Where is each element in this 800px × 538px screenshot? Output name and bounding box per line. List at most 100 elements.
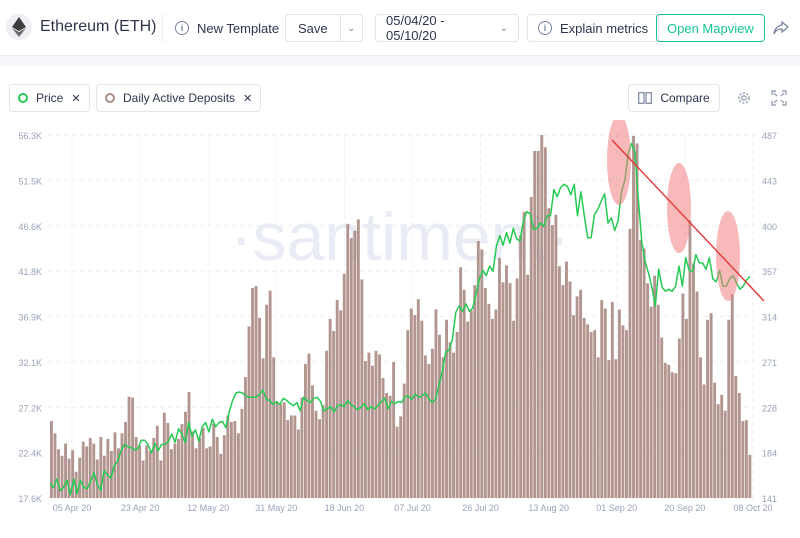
deposits-bar (459, 267, 463, 498)
y-axis-right-tick: 228 (762, 403, 777, 413)
peak-highlight (667, 163, 691, 253)
deposits-bar (236, 433, 240, 498)
deposits-bar (575, 296, 579, 498)
chevron-down-icon[interactable]: ⌄ (347, 22, 356, 34)
deposits-bar (406, 330, 410, 498)
compare-button[interactable]: Compare (628, 84, 720, 112)
deposits-bar (565, 261, 568, 498)
y-axis-right-tick: 443 (762, 176, 777, 186)
deposits-bar (378, 354, 381, 498)
metric-chip-price[interactable]: Price ✕ (9, 84, 90, 112)
x-axis-tick: 26 Jul 20 (462, 503, 499, 513)
deposits-bar (445, 319, 448, 498)
chart-area: ·santiment· 56.3K 487 51.5K 443 46.6K 400 41.8… (0, 115, 800, 533)
metric-chip-daily-active-deposits[interactable]: Daily Active Deposits ✕ (96, 84, 262, 112)
deposits-bar (117, 448, 120, 498)
asset-title: Ethereum (ETH) (40, 18, 157, 35)
deposits-bar (462, 289, 466, 498)
metric-label-deposits: Daily Active Deposits (123, 91, 236, 105)
deposits-bar (371, 365, 374, 498)
deposits-bar (282, 402, 286, 498)
deposits-bar (466, 321, 470, 498)
deposits-bar (737, 392, 741, 498)
deposits-bar (328, 318, 332, 498)
deposits-bar (677, 338, 681, 498)
deposits-bar (169, 449, 173, 498)
share-icon[interactable] (773, 14, 789, 42)
y-axis-right-tick: 314 (762, 313, 777, 323)
deposits-bar (625, 330, 628, 498)
deposits-bar (483, 287, 487, 498)
deposits-bar (205, 448, 209, 498)
gear-icon[interactable] (736, 90, 752, 111)
deposits-bar (490, 318, 494, 498)
deposits-bar (240, 408, 244, 498)
new-template-button[interactable]: i New Template (175, 14, 279, 42)
info-icon: i (175, 21, 189, 35)
date-range-picker[interactable]: 05/04/20 - 05/10/20 ⌄ (375, 13, 519, 43)
deposits-bar (57, 449, 60, 498)
deposits-bar (568, 281, 572, 498)
y-axis-left-tick: 51.5K (18, 176, 42, 186)
price-line (49, 142, 751, 496)
x-axis-tick: 13 Aug 20 (528, 503, 569, 513)
deposits-bar (720, 394, 724, 498)
deposits-bar (275, 402, 279, 498)
deposits-bar (152, 437, 156, 498)
close-icon[interactable]: ✕ (243, 92, 253, 105)
deposits-bar (124, 422, 127, 498)
deposits-bar (628, 228, 632, 499)
deposits-bar (646, 283, 650, 498)
deposits-bar (420, 320, 424, 498)
deposits-bar (392, 361, 396, 498)
open-mapview-button[interactable]: Open Mapview (656, 14, 765, 42)
deposits-bar (88, 437, 92, 498)
deposits-bar (498, 257, 501, 498)
y-axis-right-tick: 271 (762, 358, 777, 368)
ethereum-logo-icon (6, 14, 32, 40)
deposits-legend-icon (105, 93, 115, 103)
deposits-bar (208, 446, 212, 498)
deposits-bar (727, 319, 731, 498)
close-icon[interactable]: ✕ (71, 92, 81, 105)
deposits-bar (561, 285, 565, 498)
expand-icon[interactable] (771, 90, 787, 111)
deposits-bar (314, 410, 318, 498)
deposits-bar (508, 283, 512, 498)
deposits-bar (399, 416, 403, 498)
deposits-bar (614, 359, 618, 498)
save-button[interactable]: Save ⌄ (285, 14, 363, 42)
deposits-bar (318, 419, 321, 498)
deposits-bar (184, 411, 187, 498)
deposits-bar (191, 431, 194, 498)
deposits-bar (215, 437, 219, 498)
deposits-bar (692, 263, 695, 498)
deposits-bar (402, 383, 406, 498)
deposits-bar (473, 285, 477, 498)
deposits-bar (427, 363, 431, 498)
peak-highlight (716, 211, 740, 301)
explain-metrics-button[interactable]: i Explain metrics (527, 14, 660, 42)
chart-svg: ·santiment· 56.3K 487 51.5K 443 46.6K 400 41.8… (18, 115, 777, 513)
trend-line (611, 139, 765, 302)
x-axis-tick: 01 Sep 20 (596, 503, 637, 513)
deposits-bar (441, 357, 445, 498)
deposits-bar (102, 455, 106, 498)
deposits-bar (194, 448, 198, 498)
y-axis-left-tick: 56.3K (18, 131, 42, 141)
deposits-bar (272, 357, 276, 498)
deposits-bar (413, 315, 417, 498)
deposits-bar (293, 415, 297, 498)
deposits-bar (684, 318, 688, 498)
deposits-bar (723, 410, 727, 498)
deposits-bar (554, 214, 558, 498)
deposits-bar (515, 278, 519, 498)
y-axis-right-tick: 487 (762, 131, 777, 141)
deposits-bar (656, 304, 660, 498)
deposits-bar (667, 364, 671, 498)
deposits-bar (145, 445, 149, 498)
x-axis-tick: 20 Sep 20 (664, 503, 705, 513)
top-bar: Ethereum (ETH) i New Template Save ⌄ 05/… (0, 0, 800, 56)
deposits-bar (557, 266, 561, 498)
deposits-bar (423, 355, 427, 498)
